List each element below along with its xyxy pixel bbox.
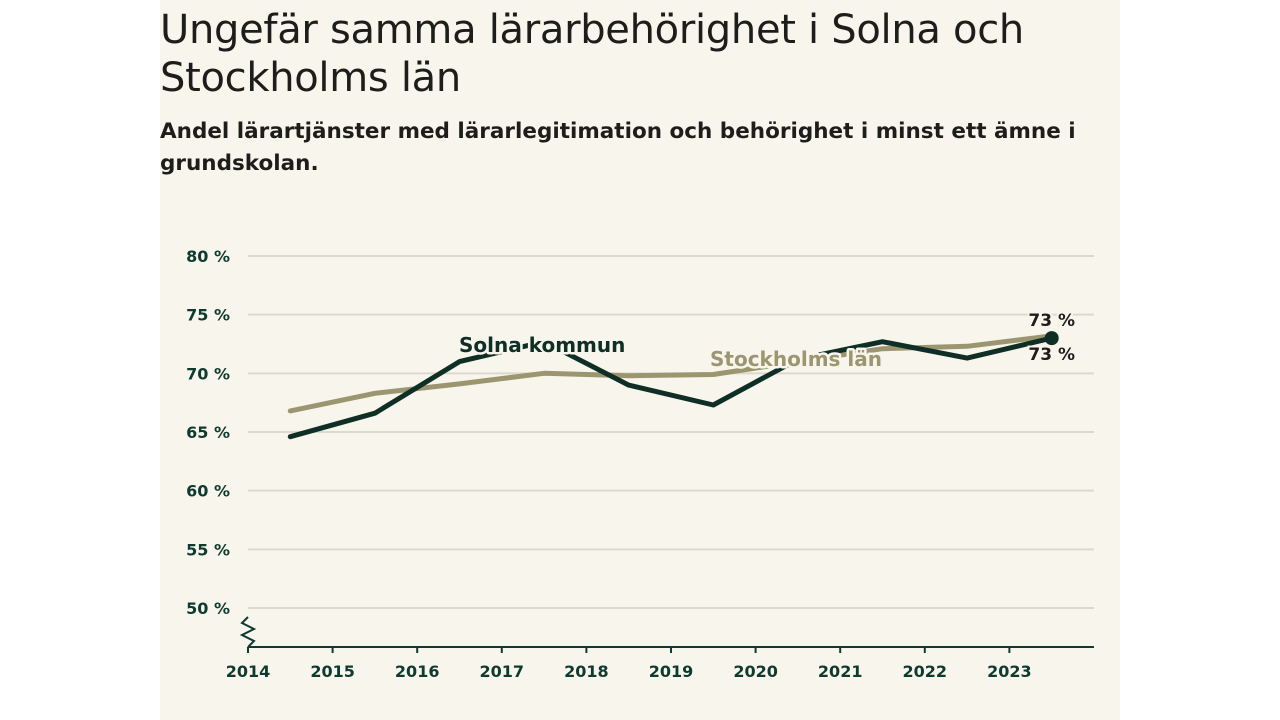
axis-break-icon [239,616,257,648]
y-tick-label: 60 % [186,482,230,501]
y-axis-tick-labels: 50 % 55 % 60 % 65 % 70 % 75 % 80 % [186,247,230,618]
x-axis [239,616,1094,648]
x-tick-label: 2016 [395,662,440,681]
series-labels: Solna kommun Stockholms län 73 % 73 % [457,309,1078,374]
x-axis-tick-labels: 2014 2015 2016 2017 2018 2019 2020 2021 2022 2023 [226,647,1032,681]
x-tick-label: 2014 [226,662,271,681]
y-tick-label: 50 % [186,599,230,618]
y-tick-label: 65 % [186,423,230,442]
solna-end-value-label: 73 % [1028,345,1075,365]
chart-subtitle: Andel lärartjänster med lärarlegitimatio… [160,119,1076,176]
x-tick-label: 2022 [903,662,948,681]
chart-card: Ungefär samma lärarbehörighet i Solna oc… [160,0,1120,720]
x-tick-label: 2023 [987,662,1032,681]
y-tick-label: 55 % [186,540,230,559]
chart-title: Ungefär samma lärarbehörighet i Solna oc… [160,7,1024,101]
x-tick-label: 2020 [733,662,778,681]
x-tick-label: 2018 [564,662,609,681]
stockholm-end-value-label: 73 % [1028,311,1075,331]
solna-series-label: Solna kommun [459,333,625,357]
solna-endpoint-marker [1044,331,1059,346]
y-tick-label: 80 % [186,247,230,266]
solna-series-line [287,335,1055,440]
stockholm-series-label: Stockholms län [710,347,882,371]
line-chart: 50 %55 %60 %65 %70 %75 %80 % 2014 2015 201… [186,247,1094,681]
y-tick-label: 75 % [186,306,230,325]
x-tick-label: 2017 [480,662,525,681]
series-lines [287,331,1059,440]
gridlines [248,255,1094,609]
y-tick-label: 70 % [186,364,230,383]
x-tick-label: 2019 [649,662,694,681]
x-tick-label: 2021 [818,662,863,681]
x-tick-label: 2015 [310,662,355,681]
